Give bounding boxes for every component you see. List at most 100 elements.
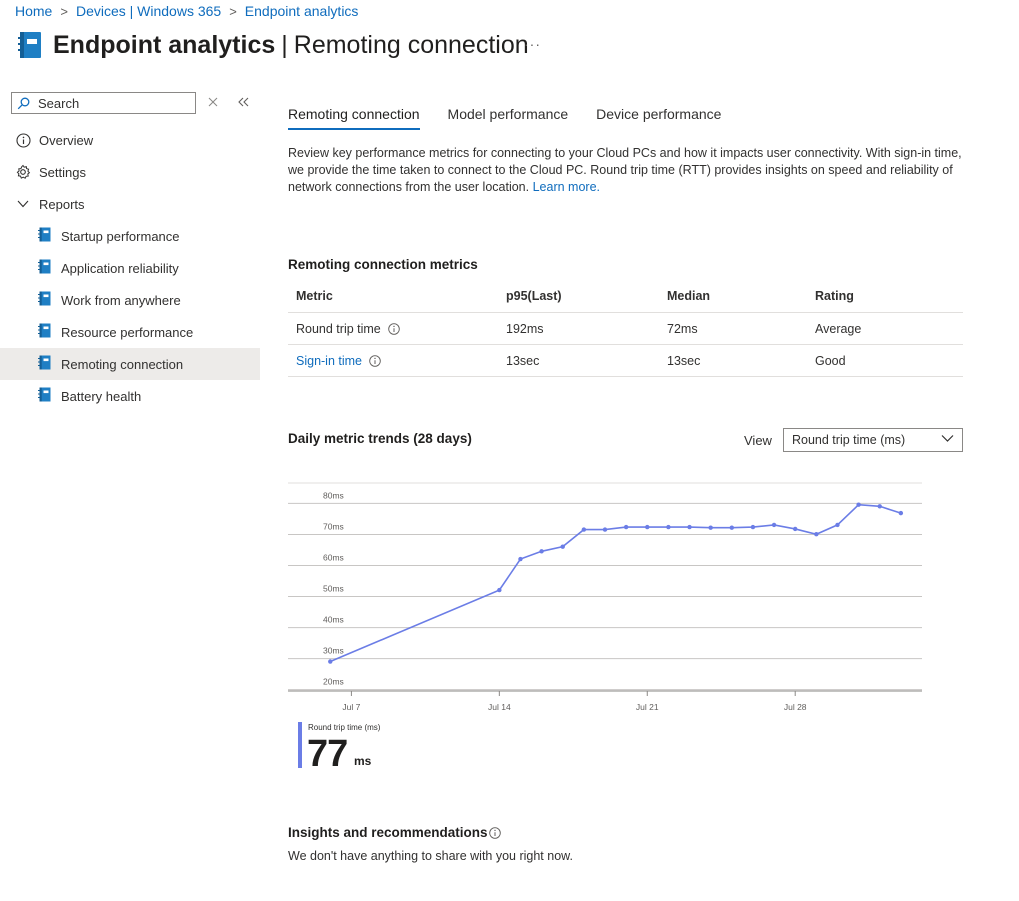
column-header-median: Median [659, 280, 807, 313]
metrics-table: Metric p95(Last) Median Rating Round tri… [288, 280, 963, 377]
rating-cell: Good [807, 344, 963, 377]
y-tick-label: 70ms [323, 521, 344, 531]
sign-in-time-link[interactable]: Sign-in time [296, 353, 362, 368]
sidebar-item-resource-performance[interactable]: Resource performance [0, 316, 260, 348]
page-description: Review key performance metrics for conne… [288, 145, 968, 196]
sidebar-item-work-from-anywhere[interactable]: Work from anywhere [0, 284, 260, 316]
data-point [814, 532, 819, 537]
table-header-row: Metric p95(Last) Median Rating [288, 280, 963, 313]
report-book-icon [38, 291, 51, 309]
sidebar-search[interactable] [11, 92, 196, 114]
column-header-metric: Metric [288, 280, 498, 313]
data-point [877, 504, 882, 509]
y-tick-label: 30ms [323, 646, 344, 656]
p95-cell: 13sec [498, 344, 659, 377]
y-tick-label: 20ms [323, 677, 344, 687]
report-book-icon [38, 355, 51, 373]
page-title: Endpoint analytics | Remoting connection [53, 31, 529, 60]
sidebar-item-application-reliability[interactable]: Application reliability [0, 252, 260, 284]
data-point [729, 525, 734, 530]
sidebar-item-label: Resource performance [61, 324, 194, 340]
info-icon[interactable] [369, 354, 382, 367]
breadcrumb-separator-icon: > [60, 3, 68, 19]
breadcrumb: Home > Devices | Windows 365 > Endpoint … [15, 3, 358, 19]
data-point [793, 526, 798, 532]
metric-view-dropdown[interactable]: Round trip time (ms) [783, 428, 963, 452]
close-icon[interactable] [208, 97, 218, 107]
data-point [898, 510, 904, 516]
breadcrumb-home[interactable]: Home [15, 3, 53, 19]
chevron-down-icon [941, 435, 954, 442]
report-book-icon [38, 227, 51, 245]
y-tick-label: 50ms [323, 584, 344, 594]
insights-title: Insights and recommendations [288, 825, 488, 840]
breadcrumb-devices-windows365[interactable]: Devices | Windows 365 [75, 3, 222, 19]
data-point [518, 556, 523, 562]
collapse-sidebar-icon[interactable] [238, 97, 249, 107]
metrics-section-title: Remoting connection metrics [288, 257, 478, 272]
data-point [497, 587, 502, 593]
page-header: Endpoint analytics | Remoting connection [17, 30, 529, 60]
learn-more-link[interactable]: Learn more. [532, 180, 600, 194]
tab-model-performance[interactable]: Model performance [447, 106, 569, 122]
sidebar-item-remoting-connection[interactable]: Remoting connection [0, 348, 260, 380]
tab-remoting-connection[interactable]: Remoting connection [288, 106, 420, 130]
search-input[interactable] [36, 94, 190, 112]
description-text: Review key performance metrics for conne… [288, 146, 962, 194]
sidebar-item-overview[interactable]: Overview [0, 124, 260, 156]
sidebar-nav: Overview Settings Reports Startup perfor… [0, 124, 260, 412]
breadcrumb-separator-icon: > [229, 3, 237, 19]
table-row: Sign-in time 13sec 13sec Good [288, 344, 963, 377]
data-point [708, 525, 713, 530]
sidebar-item-label: Remoting connection [61, 356, 184, 372]
sidebar-item-settings[interactable]: Settings [0, 156, 260, 188]
info-icon[interactable] [489, 827, 501, 839]
trends-section-title: Daily metric trends (28 days) [288, 431, 472, 446]
data-point [856, 502, 861, 507]
x-tick-label: Jul 28 [784, 702, 807, 712]
data-point [771, 522, 777, 528]
data-point [666, 524, 671, 530]
sidebar-item-label: Work from anywhere [61, 292, 181, 308]
sidebar-item-startup-performance[interactable]: Startup performance [0, 220, 260, 252]
sidebar-item-label: Overview [39, 132, 94, 148]
metric-cell: Round trip time [288, 312, 498, 345]
info-icon [15, 132, 31, 148]
data-point [560, 544, 565, 549]
tab-bar: Remoting connection Model performance De… [288, 106, 749, 130]
view-label: View [744, 433, 772, 448]
chevron-down-icon [15, 196, 31, 212]
y-tick-label: 60ms [323, 553, 344, 563]
y-tick-label: 40ms [323, 615, 344, 625]
trend-chart: 20ms 30ms 40ms 50ms 60ms 70ms 80ms Jul 7 Jul 14 J… [288, 482, 922, 712]
column-header-p95: p95(Last) [498, 280, 659, 313]
insights-text: We don't have anything to share with you… [288, 849, 573, 863]
x-tick-label: Jul 21 [636, 702, 659, 712]
sidebar-item-label: Battery health [61, 388, 142, 404]
more-options-button[interactable]: ··· [524, 36, 541, 52]
series-line [329, 503, 902, 663]
kpi-series-color-bar [298, 722, 302, 768]
data-point [835, 522, 840, 528]
page-title-sub: Remoting connection [293, 30, 529, 59]
gear-icon [15, 164, 31, 180]
tab-device-performance[interactable]: Device performance [596, 106, 722, 122]
data-point [687, 524, 692, 530]
sidebar-item-label: Startup performance [61, 228, 180, 244]
data-point [581, 527, 587, 532]
data-point [645, 524, 650, 530]
report-book-icon [17, 30, 43, 60]
breadcrumb-endpoint-analytics[interactable]: Endpoint analytics [244, 3, 359, 19]
sidebar-item-reports[interactable]: Reports [0, 188, 260, 220]
sidebar-item-label: Settings [39, 164, 86, 180]
info-icon[interactable] [388, 322, 401, 335]
rating-cell: Average [807, 312, 963, 345]
report-book-icon [38, 259, 51, 277]
y-tick-label: 80ms [323, 490, 344, 500]
data-point [602, 527, 608, 532]
metric-name: Round trip time [296, 321, 381, 336]
sidebar-item-battery-health[interactable]: Battery health [0, 380, 260, 412]
kpi-unit: ms [354, 754, 372, 768]
metric-cell: Sign-in time [288, 344, 498, 377]
median-cell: 13sec [659, 344, 807, 377]
